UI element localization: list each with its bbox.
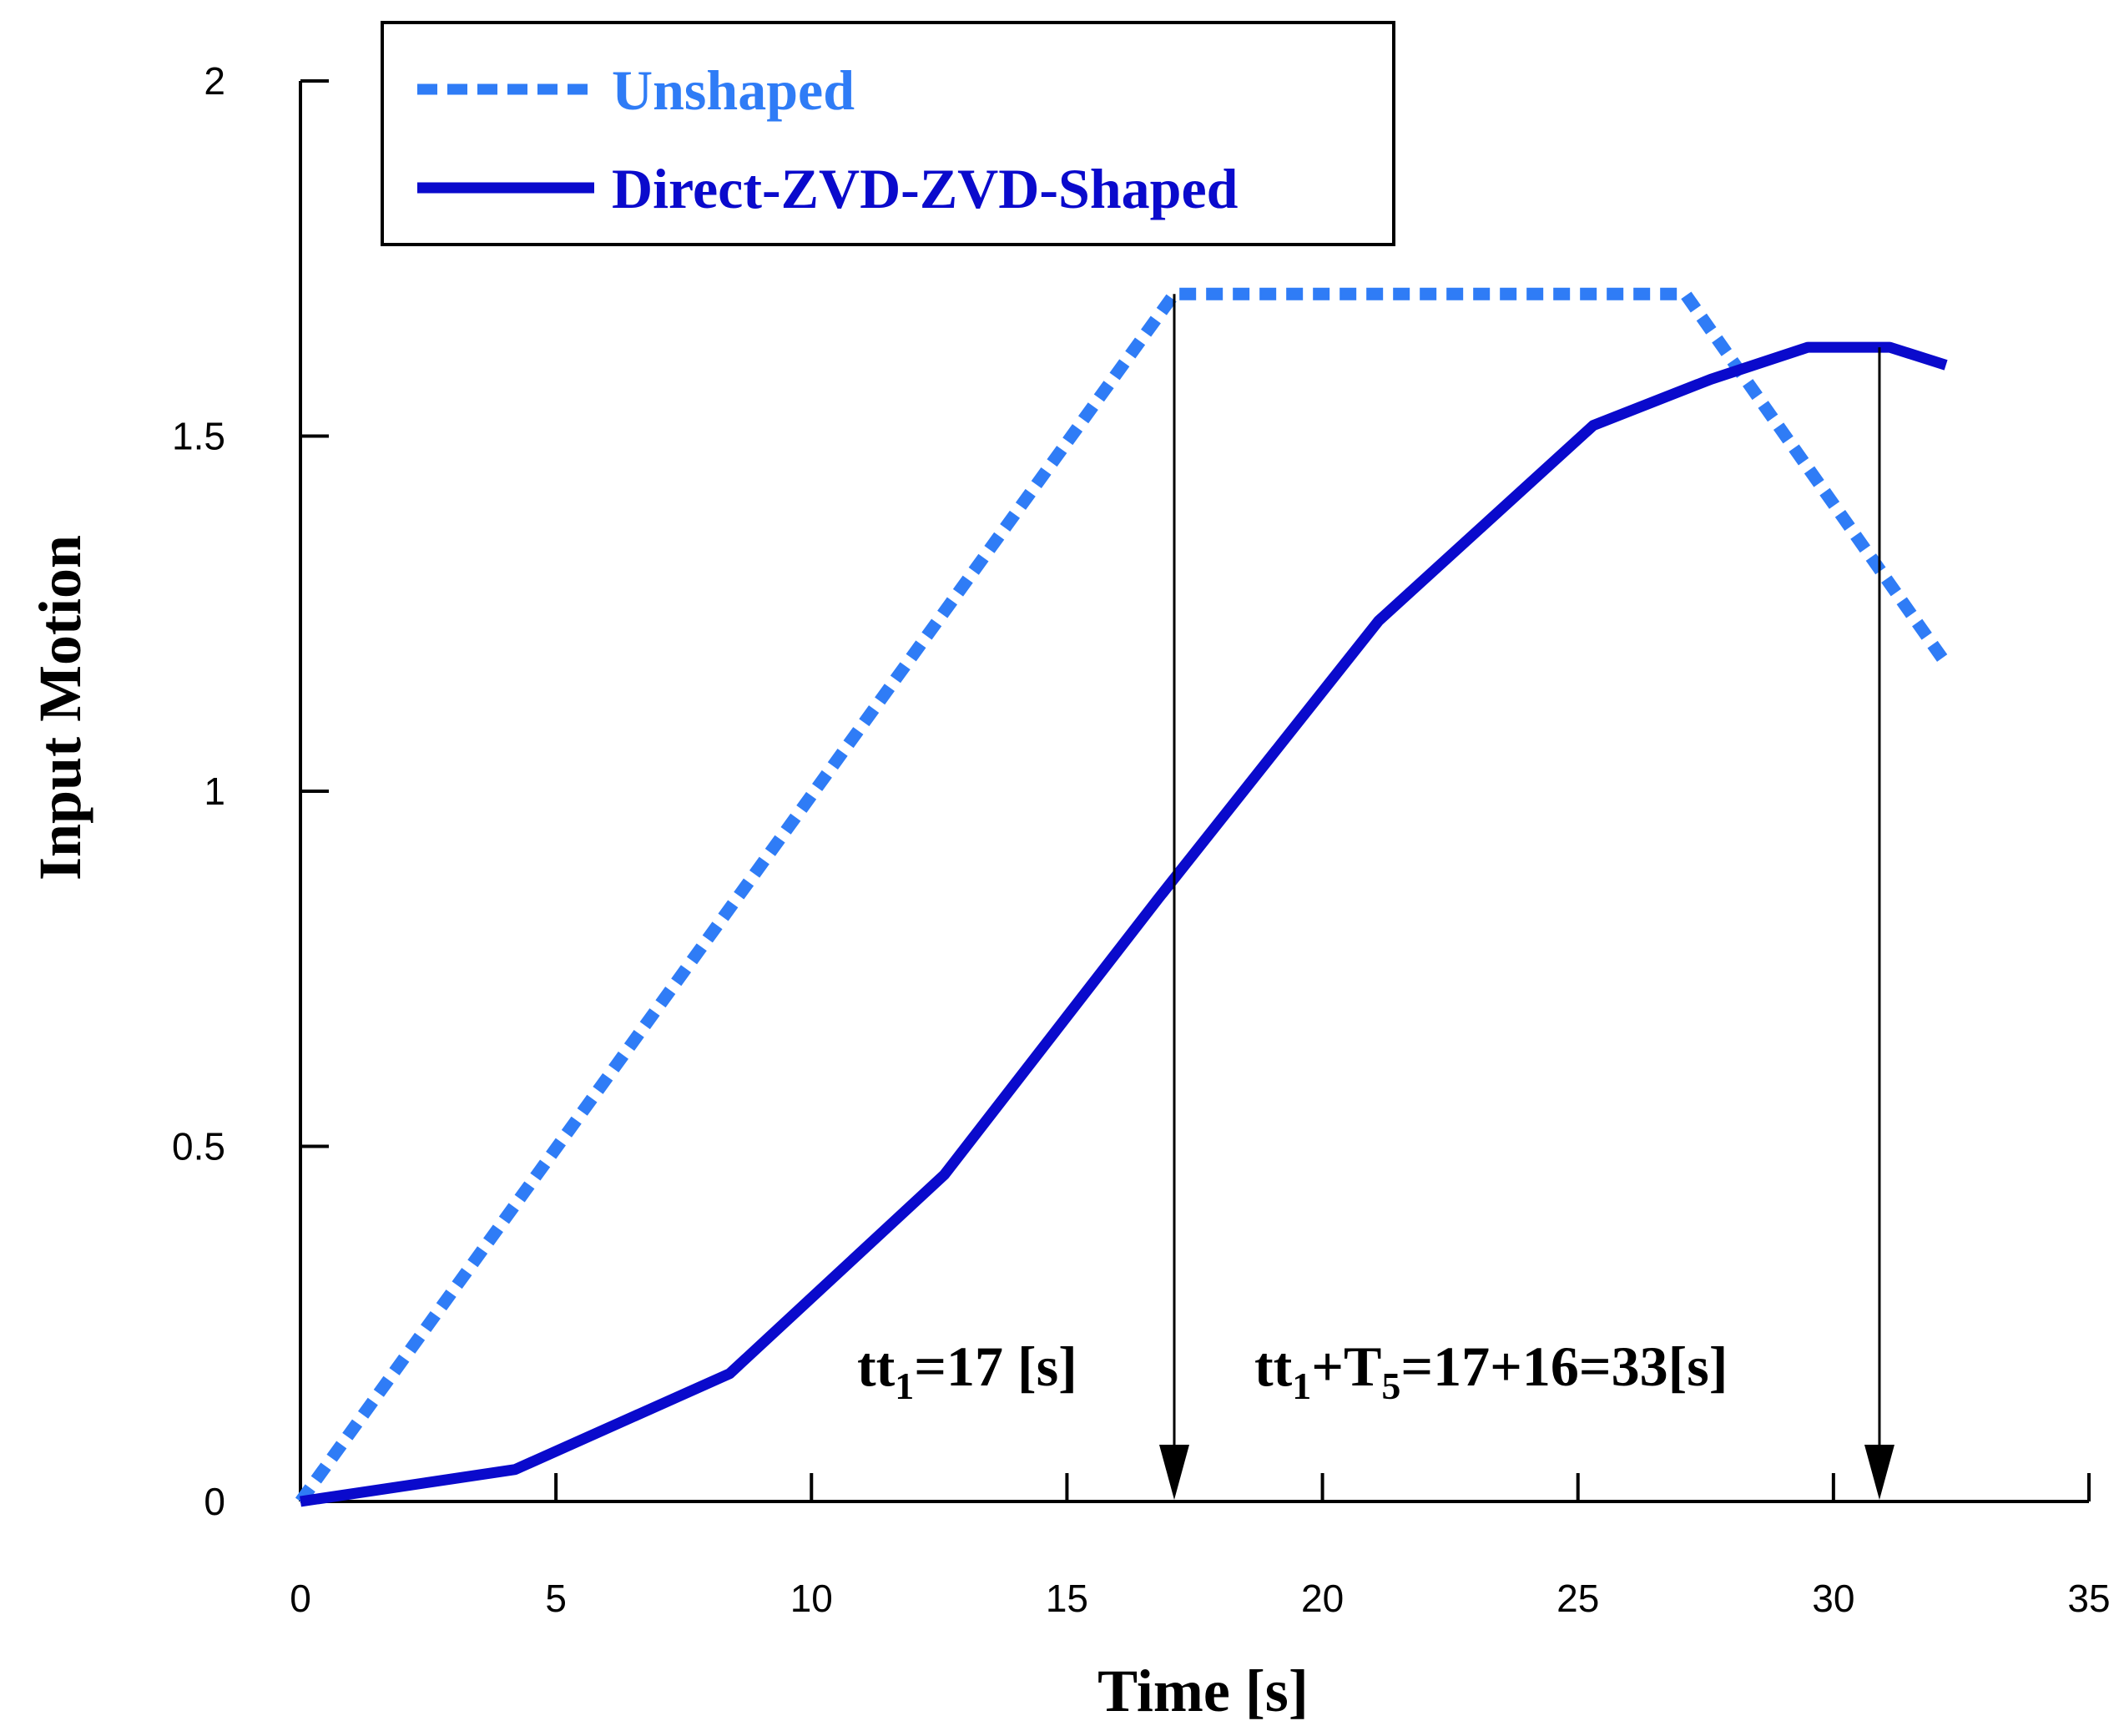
x-tick-label-20: 20 xyxy=(1301,1577,1344,1620)
x-tick-label-35: 35 xyxy=(2067,1577,2110,1620)
annotation-arrowhead-tt1-plus-t5 xyxy=(1864,1445,1894,1500)
series-layer xyxy=(295,287,1951,1507)
series-line-unshaped xyxy=(295,287,1951,1506)
legend-label-direct-zvd-zvd-shaped: Direct-ZVD-ZVD-Shaped xyxy=(612,157,1239,220)
y-axis-title: Input Motion xyxy=(27,535,93,881)
annotation-arrowhead-tt1 xyxy=(1159,1445,1190,1500)
x-tick-label-30: 30 xyxy=(1812,1577,1854,1620)
annotation-label-tt1: tt1=17 [s] xyxy=(857,1335,1077,1407)
legend-box xyxy=(381,21,1395,246)
x-tick-label-15: 15 xyxy=(1046,1577,1088,1620)
series-line-direct-zvd-zvd-shaped xyxy=(300,341,1948,1507)
x-tick-label-0: 0 xyxy=(290,1577,311,1620)
x-tick-label-25: 25 xyxy=(1556,1577,1599,1620)
y-tick-label-0.5: 0.5 xyxy=(172,1125,225,1168)
x-axis-title: Time [s] xyxy=(1097,1658,1309,1724)
legend: Unshaped Direct-ZVD-ZVD-Shaped xyxy=(381,21,1395,246)
x-tick-label-10: 10 xyxy=(790,1577,833,1620)
y-tick-label-1: 1 xyxy=(204,770,225,813)
x-tick-label-5: 5 xyxy=(545,1577,567,1620)
annotation-label-tt1-plus-t5: tt1+T5=17+16=33[s] xyxy=(1254,1335,1728,1407)
y-tick-label-1.5: 1.5 xyxy=(172,415,225,458)
y-tick-label-2: 2 xyxy=(204,59,225,103)
y-tick-label-0: 0 xyxy=(204,1480,225,1523)
annotation-layer: tt1=17 [s] tt1+T5=17+16=33[s] xyxy=(857,294,1894,1500)
legend-label-unshaped: Unshaped xyxy=(612,58,855,122)
